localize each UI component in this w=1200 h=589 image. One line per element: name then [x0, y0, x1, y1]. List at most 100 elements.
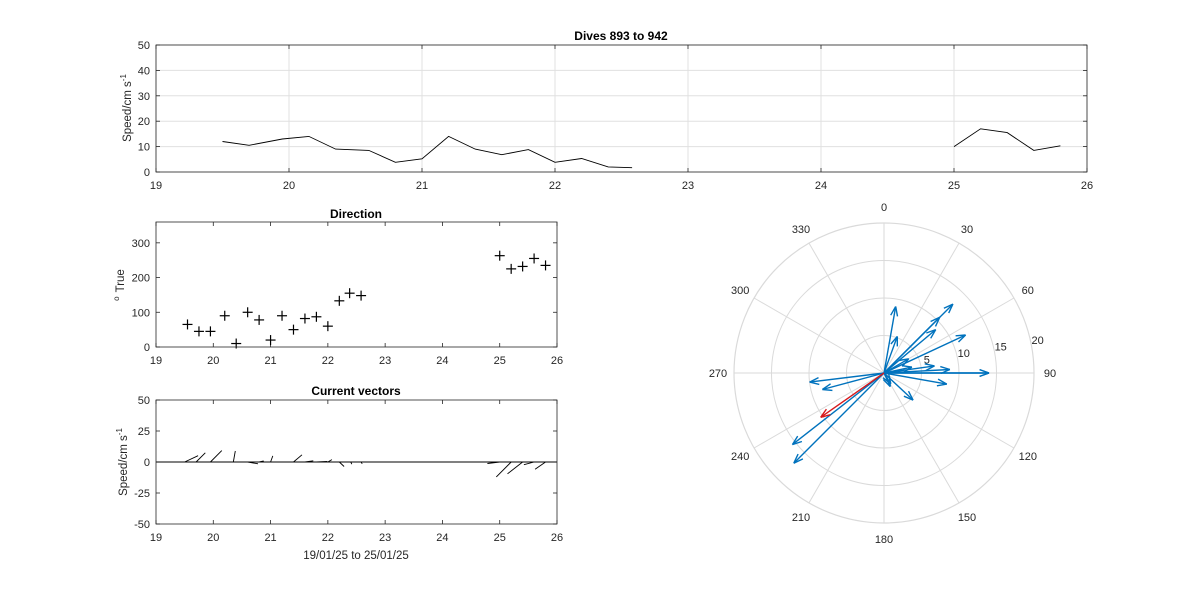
- x-tick-label: 21: [264, 532, 276, 544]
- x-tick-label: 25: [494, 355, 506, 367]
- x-tick-label: 25: [494, 532, 506, 544]
- y-tick-label: 0: [144, 457, 150, 469]
- current-vector: [184, 455, 199, 463]
- speed-axes: Dives 893 to 942 Speed/cm s-1 19 20 21 22 23…: [119, 29, 1093, 192]
- polar-spoke: [883, 242, 960, 374]
- current-arrow: [882, 372, 892, 385]
- x-tick-label: 21: [416, 180, 428, 192]
- direction-point: [334, 295, 345, 306]
- arrow-shaft: [883, 306, 897, 374]
- current-arrow: [822, 372, 885, 392]
- arrow-shaft: [822, 372, 885, 391]
- x-tick-label: 20: [283, 180, 295, 192]
- polar-angle-label: 150: [958, 512, 976, 524]
- arrow-head: [979, 372, 990, 378]
- direction-point: [506, 263, 517, 274]
- current-vector: [195, 452, 206, 463]
- speed-ylabel: Speed/cm s-1: [119, 74, 134, 142]
- vectors-ylabel-text: Speed/cm s: [118, 435, 130, 496]
- polar-radius-label: 5: [924, 354, 930, 366]
- polar-spoke: [883, 372, 960, 504]
- y-tick-label: 20: [138, 116, 150, 128]
- vectors-title: Current vectors: [311, 384, 401, 398]
- current-vector: [360, 461, 363, 465]
- arrow-head: [809, 376, 819, 383]
- x-tick-label: 23: [682, 180, 694, 192]
- arrow-shaft: [883, 372, 892, 385]
- x-tick-label: 26: [551, 532, 563, 544]
- y-tick-label: 25: [138, 426, 150, 438]
- plot-area: [156, 45, 1087, 172]
- direction-ylabel: o True: [112, 269, 127, 301]
- current-vector: [304, 460, 314, 463]
- arrow-shaft: [791, 372, 885, 446]
- arrow-head: [888, 373, 892, 384]
- y-tick-label: 50: [138, 40, 150, 52]
- current-vector: [523, 461, 535, 466]
- y-tick-label: 200: [132, 273, 150, 285]
- current-arrow: [883, 303, 954, 374]
- speed-ylabel-text: Speed/cm s: [122, 81, 134, 142]
- y-tick-label: 0: [144, 167, 150, 179]
- arrow-head: [820, 408, 827, 418]
- current-vector: [210, 450, 223, 463]
- arrow-head: [792, 440, 803, 446]
- arrow-head: [940, 365, 951, 371]
- polar-spoke: [808, 242, 885, 374]
- current-arrow: [883, 363, 935, 374]
- speed-ylabel-exponent: -1: [119, 74, 128, 82]
- polar-spoke: [753, 372, 885, 449]
- x-tick-label: 22: [322, 532, 334, 544]
- arrow-shaft: [883, 372, 947, 385]
- polar-radius-label: 15: [995, 341, 1007, 353]
- polar-angle-label: 120: [1019, 451, 1037, 463]
- direction-point: [254, 314, 265, 325]
- y-tick-label: -50: [134, 519, 150, 531]
- x-tick-label: 20: [207, 355, 219, 367]
- current-arrow: [883, 335, 898, 374]
- current-vector: [247, 461, 259, 465]
- arrow-head: [890, 306, 897, 316]
- speed-series-line: [222, 135, 633, 169]
- polar-radius-label: 20: [1031, 335, 1043, 347]
- x-tick-label: 19: [150, 355, 162, 367]
- arrow-shaft: [883, 358, 910, 374]
- polar-angle-label: 270: [709, 368, 727, 380]
- y-tick-label: 100: [132, 307, 150, 319]
- direction-ylabel-text: True: [115, 269, 127, 292]
- direction-point: [356, 290, 367, 301]
- polar-angle-label: 60: [1022, 285, 1034, 297]
- arrow-head: [925, 365, 935, 372]
- x-tick-label: 26: [1081, 180, 1093, 192]
- y-tick-label: 10: [138, 142, 150, 154]
- x-tick-label: 24: [436, 532, 448, 544]
- current-arrow: [883, 372, 948, 387]
- arrow-shaft: [883, 329, 937, 374]
- polar-spoke: [753, 297, 885, 374]
- arrow-head: [882, 377, 892, 385]
- y-tick-label: 50: [138, 395, 150, 407]
- latest-current-arrow: [820, 372, 885, 418]
- arrow-head: [820, 414, 831, 418]
- polar-angle-label: 30: [961, 224, 973, 236]
- axes-border: [155, 399, 558, 525]
- y-tick-label: 300: [132, 238, 150, 250]
- axes-border: [155, 221, 558, 348]
- y-tick-label: 0: [144, 342, 150, 354]
- arrow-head: [943, 303, 954, 309]
- arrow-head: [822, 388, 833, 392]
- vectors-axes: Current vectors Speed/cm s-1 19/01/25 to…: [115, 384, 563, 562]
- arrow-head: [936, 383, 947, 387]
- polar-spoke: [808, 372, 885, 504]
- arrow-head: [907, 390, 914, 401]
- current-arrow: [883, 365, 951, 375]
- y-tick-label: 30: [138, 91, 150, 103]
- direction-point: [311, 311, 322, 322]
- direction-point: [517, 261, 528, 272]
- polar-angle-label: 300: [731, 285, 749, 297]
- polar-angle-label: 210: [792, 512, 810, 524]
- polar-angle-label: 330: [792, 224, 810, 236]
- arrow-shaft: [793, 372, 885, 464]
- direction-point: [299, 313, 310, 324]
